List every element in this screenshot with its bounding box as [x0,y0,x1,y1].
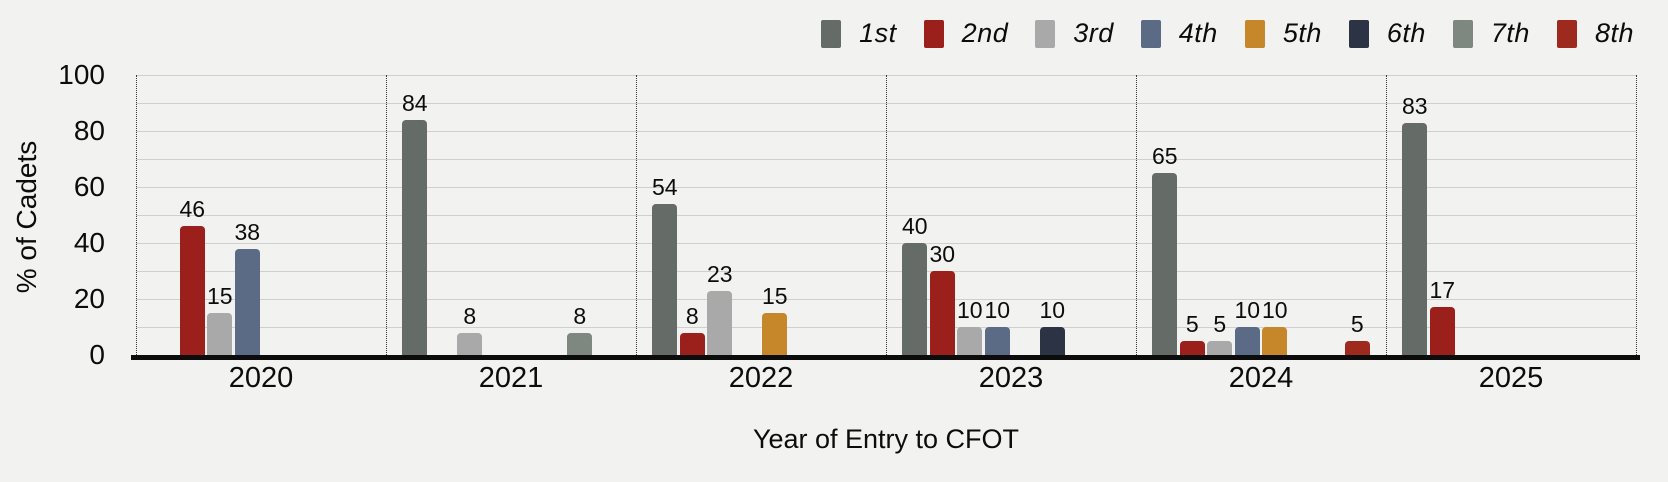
x-tick-label: 2024 [1228,362,1294,394]
bar-value-label: 38 [234,218,261,245]
group-separator [1636,75,1637,355]
legend-item-4th: 4th [1140,18,1218,49]
bar-1st-2024 [1152,173,1178,355]
legend-swatch-icon [1556,19,1577,48]
bar-4th-2023 [984,327,1010,355]
bar-1st-2021 [402,119,428,355]
y-tick-label: 0 [89,339,105,370]
bar-value-label: 23 [706,260,733,287]
bar-3rd-2024 [1207,341,1233,355]
group-separator [1386,75,1387,355]
bar-value-label: 46 [179,196,206,223]
x-tick-label: 2020 [228,362,294,394]
bar-value-label: 5 [1185,311,1199,337]
y-tick-label: 60 [73,171,105,202]
group-separator [386,75,387,355]
legend-label: 1st [859,18,897,48]
bar-value-label: 5 [1350,311,1364,337]
bar-value-label: 8 [685,302,699,329]
bar-2nd-2024 [1179,341,1205,355]
legend-swatch-icon [1140,19,1161,48]
chart-legend: 1st 2nd 3rd 4th 5th 6th 7th 8th [821,18,1634,49]
bar-5th-2022 [762,313,788,355]
bar-1st-2023 [902,243,928,355]
bar-value-label: 10 [984,297,1011,323]
bar-7th-2021 [567,332,593,355]
bar-value-label: 10 [1261,297,1288,323]
legend-label: 4th [1178,18,1218,48]
legend-item-3rd: 3rd [1035,18,1114,49]
bar-1st-2025 [1402,122,1428,355]
bar-value-label: 40 [901,213,928,239]
legend-item-6th: 6th [1348,18,1426,49]
legend-item-5th: 5th [1244,18,1322,49]
legend-label: 3rd [1073,18,1114,48]
legend-item-7th: 7th [1452,18,1530,49]
bar-3rd-2022 [707,290,733,355]
bar-value-label: 15 [761,283,788,309]
legend-label: 7th [1490,18,1530,48]
bar-value-label: 8 [573,302,587,329]
x-tick-label: 2021 [478,362,544,394]
legend-swatch-icon [1348,19,1369,48]
legend-label: 8th [1594,18,1634,48]
bar-1st-2022 [652,203,678,355]
bar-value-label: 10 [1039,297,1066,323]
y-tick-label: 20 [73,283,105,314]
y-tick-label: 40 [73,227,105,258]
bar-5th-2024 [1262,327,1288,355]
legend-label: 6th [1386,18,1426,48]
x-axis-line [131,355,1640,360]
bar-3rd-2020 [207,313,233,355]
bar-3rd-2023 [957,327,983,355]
x-tick-label: 2022 [728,362,794,394]
group-separator [886,75,887,355]
group-separator [136,75,137,355]
legend-label: 2nd [961,18,1009,48]
bar-value-label: 65 [1151,143,1178,169]
y-tick-label: 80 [73,115,105,146]
bar-value-label: 54 [651,173,678,200]
bar-2nd-2022 [679,332,705,355]
legend-swatch-icon [1035,19,1056,48]
x-tick-label: 2023 [978,362,1044,394]
bar-value-label: 15 [206,283,233,309]
bar-value-label: 17 [1429,277,1456,304]
x-axis-title: Year of Entry to CFOT [752,424,1020,454]
legend-item-8th: 8th [1556,18,1634,49]
bar-2nd-2023 [929,271,955,355]
y-tick-label: 100 [58,59,105,90]
bar-6th-2023 [1039,327,1065,355]
group-separator [1136,75,1137,355]
legend-swatch-icon [1244,19,1265,48]
bar-value-label: 10 [1234,297,1261,323]
bar-4th-2024 [1234,327,1260,355]
legend-item-2nd: 2nd [923,18,1009,49]
bar-value-label: 30 [929,241,956,267]
bar-value-label: 8 [463,302,477,329]
bar-2nd-2020 [179,226,205,355]
bar-8th-2024 [1344,341,1370,355]
legend-label: 5th [1282,18,1322,48]
bar-2nd-2025 [1429,307,1455,355]
bar-4th-2020 [234,248,260,355]
bar-value-label: 10 [956,297,983,323]
bar-value-label: 83 [1401,92,1428,119]
x-tick-label: 2025 [1478,362,1544,394]
legend-item-1st: 1st [821,18,897,49]
legend-swatch-icon [821,19,842,48]
legend-swatch-icon [1452,19,1473,48]
bar-value-label: 5 [1213,311,1227,337]
bar-3rd-2021 [457,332,483,355]
legend-swatch-icon [923,19,944,48]
bar-value-label: 84 [401,89,428,116]
group-separator [636,75,637,355]
